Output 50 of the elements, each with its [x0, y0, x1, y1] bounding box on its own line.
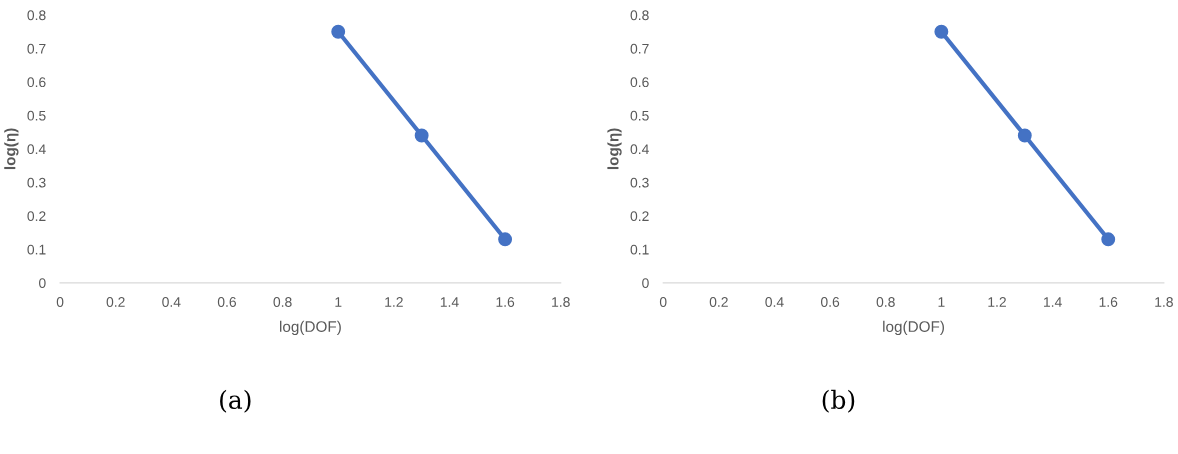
y-tick-label: 0.5	[630, 110, 649, 121]
x-tick-label: 1.8	[1155, 297, 1173, 307]
point	[414, 128, 429, 143]
y-tick-label: 0.8	[27, 10, 46, 21]
y-tick-label: 0.6	[630, 77, 649, 88]
y-tick-label: 0.4	[27, 144, 46, 155]
x-tick-label: 1.4	[1044, 297, 1062, 307]
y-tick-label: 0.7	[630, 43, 649, 54]
x-tick-label: 1.2	[988, 297, 1006, 307]
x-tick-label: 0.8	[273, 297, 292, 307]
y-tick-label: 0.1	[27, 244, 46, 255]
point	[498, 232, 513, 247]
x-tick-label: 0.6	[820, 297, 840, 307]
x-tick-label: 1.6	[1099, 297, 1118, 307]
x-tick-label: 0	[56, 297, 64, 307]
point	[331, 24, 346, 39]
x-axis-title: log(DOF)	[280, 320, 341, 336]
x-axis-title: log(DOF)	[883, 320, 944, 336]
text: (a)	[220, 389, 251, 413]
y-tick-label: 0.5	[27, 110, 46, 121]
y-tick-label: 0.8	[630, 10, 649, 21]
y-tick-label: 0.6	[27, 77, 46, 88]
text: (b)	[822, 389, 855, 413]
x-tick-label: 1.6	[496, 297, 515, 307]
point	[934, 24, 949, 39]
x-tick-label: 1	[938, 297, 945, 307]
x-tick-label: 1	[335, 297, 342, 307]
y-tick-label: 0	[642, 278, 649, 289]
point	[1101, 232, 1116, 247]
x-tick-label: 0.2	[106, 297, 125, 307]
x-tick-label: 0.2	[709, 297, 728, 307]
y-tick-label: 0.4	[630, 144, 649, 155]
x-tick-label: 0	[659, 297, 667, 307]
y-tick-label: 0.7	[27, 43, 46, 54]
y-tick-label: 0	[39, 278, 46, 289]
x-tick-label: 1.4	[440, 297, 459, 307]
x-tick-label: 1.2	[385, 297, 403, 307]
point	[1017, 128, 1032, 143]
y-tick-label: 0.2	[630, 211, 649, 222]
x-tick-label: 0.4	[765, 297, 784, 307]
y-axis-title: log(η)	[607, 128, 622, 170]
y-axis-title: log(η)	[4, 128, 19, 170]
y-tick-label: 0.2	[27, 211, 46, 222]
x-tick-label: 0.4	[162, 297, 181, 307]
y-tick-label: 0.3	[27, 177, 46, 188]
x-tick-label: 0.6	[217, 297, 237, 307]
y-tick-label: 0.3	[630, 177, 649, 188]
y-tick-label: 0.1	[630, 244, 649, 255]
x-tick-label: 0.8	[876, 297, 895, 307]
x-tick-label: 1.8	[552, 297, 570, 307]
